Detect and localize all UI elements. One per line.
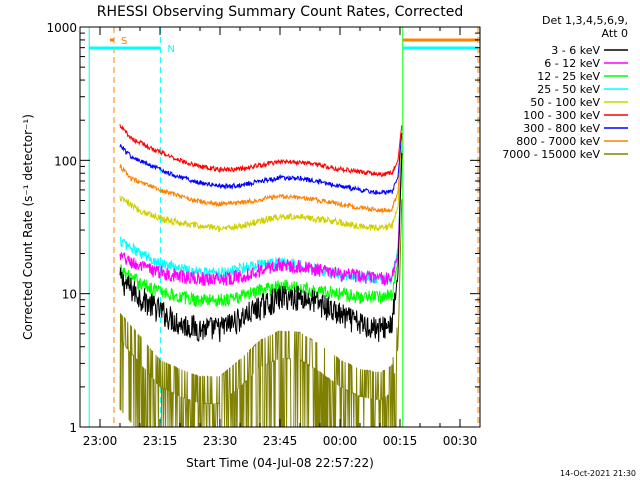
y-tick-label: 100: [54, 154, 77, 168]
series-line-1: [119, 152, 403, 343]
legend-entry-label: 25 - 50 keV: [537, 83, 600, 96]
x-tick-label: 23:15: [143, 434, 178, 448]
series-lines: [119, 124, 403, 428]
x-tick-label: 00:15: [383, 434, 418, 448]
chart-title: RHESSI Observing Summary Count Rates, Co…: [97, 4, 463, 20]
series-line-7: [119, 132, 403, 195]
x-axis: 23:00 23:15 23:30 23:45 00:00 00:15 00:30: [79, 27, 481, 448]
legend-attenuator-label: Att 0: [602, 27, 628, 40]
legend-entry-label: 6 - 12 keV: [544, 57, 600, 70]
series-line-9: [119, 199, 403, 428]
legend-entry-label: 300 - 800 keV: [523, 122, 600, 135]
legend-detectors-header: Det 1,3,4,5,6,9,: [542, 14, 628, 27]
series-line-3: [119, 151, 403, 308]
x-tick-label: 23:00: [83, 434, 118, 448]
series-line-8: [119, 136, 403, 214]
y-axis: 1 10 100 1000: [46, 21, 480, 435]
x-axis-label: Start Time (04-Jul-08 22:57:22): [186, 456, 374, 470]
legend-entry-label: 7000 - 15000 keV: [502, 148, 600, 161]
series-line-5: [119, 140, 403, 233]
marker-label: S: [121, 36, 127, 47]
legend-entry-label: 12 - 25 keV: [537, 70, 600, 83]
x-tick-label: 23:45: [263, 434, 298, 448]
legend-entry-label: 50 - 100 keV: [530, 96, 600, 109]
sun-night-markers: SN: [89, 36, 478, 55]
y-tick-label: 1: [69, 421, 77, 435]
generation-timestamp: 14-Oct-2021 21:30: [560, 469, 636, 478]
legend-entry-label: 3 - 6 keV: [551, 44, 600, 57]
y-tick-label: 1000: [46, 21, 77, 35]
x-tick-label: 00:30: [443, 434, 478, 448]
series-line-2: [119, 153, 403, 287]
series-line-6: [119, 124, 403, 178]
x-tick-label: 23:30: [203, 434, 238, 448]
x-tick-label: 00:00: [323, 434, 358, 448]
marker-label: N: [167, 44, 174, 55]
legend-entry-label: 800 - 7000 keV: [516, 135, 600, 148]
y-axis-label: Corrected Count Rate (s⁻¹ detector⁻¹): [21, 114, 35, 340]
legend-entry-label: 100 - 300 keV: [523, 109, 600, 122]
y-tick-label: 10: [62, 288, 77, 302]
